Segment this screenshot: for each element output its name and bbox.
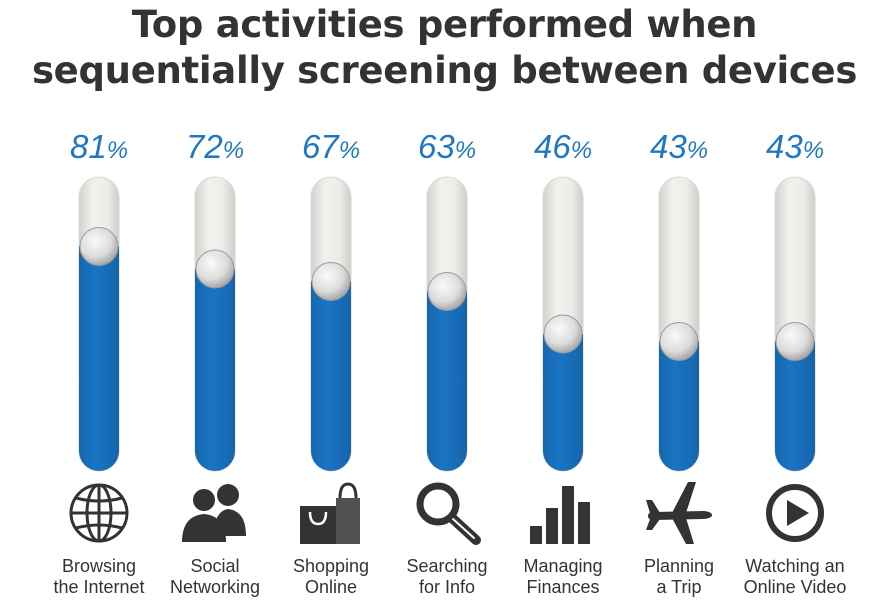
- bar-0: [78, 176, 120, 472]
- bar-knob: [659, 322, 699, 361]
- bar-4: [542, 176, 584, 472]
- category-label-line-1: Searching: [406, 556, 488, 576]
- category-label-6: Watching an Online Video: [735, 556, 855, 598]
- category-label-line-2: for Info: [418, 577, 476, 597]
- bar-fill: [775, 341, 815, 471]
- data-label-5: 43%: [624, 128, 734, 166]
- category-label-line-1: Browsing: [61, 556, 137, 576]
- bar-knob: [427, 272, 467, 311]
- data-label-value: 43: [649, 128, 687, 165]
- data-label-1: 72%: [160, 128, 270, 166]
- category-label-line-1: Watching an: [745, 556, 845, 576]
- category-label-line-2: a Trip: [656, 577, 702, 597]
- bar-knob: [311, 262, 351, 301]
- category-label-5: Planning a Trip: [619, 556, 739, 598]
- data-label-percent-sign: %: [222, 137, 245, 164]
- play-icon: [766, 484, 824, 542]
- category-label-line-1: Managing: [523, 556, 603, 576]
- bar-5: [658, 176, 700, 472]
- bar-3: [426, 176, 468, 472]
- data-label-0: 81%: [44, 128, 154, 166]
- data-label-value: 46: [533, 128, 571, 165]
- bar-fill: [311, 281, 351, 471]
- data-label-value: 81: [69, 128, 107, 165]
- data-label-percent-sign: %: [686, 137, 709, 164]
- category-label-line-2: the Internet: [53, 577, 145, 597]
- bar-knob: [195, 249, 235, 289]
- data-label-percent-sign: %: [570, 137, 593, 164]
- data-label-6: 43%: [740, 128, 850, 166]
- data-label-value: 43: [765, 128, 803, 165]
- data-label-value: 63: [417, 128, 455, 165]
- data-label-percent-sign: %: [338, 137, 361, 164]
- category-label-2: Shopping Online: [271, 556, 391, 598]
- chart-title-line-1: Top activities performed when: [131, 3, 758, 46]
- data-label-3: 63%: [392, 128, 502, 166]
- category-label-3: Searching for Info: [387, 556, 507, 598]
- category-label-line-1: Planning: [643, 556, 715, 576]
- bar-fill: [79, 246, 119, 471]
- data-label-2: 67%: [276, 128, 386, 166]
- bar-fill: [659, 341, 699, 471]
- data-label-value: 72: [185, 128, 223, 165]
- bar-knob: [543, 314, 583, 354]
- category-label-0: Browsing the Internet: [39, 556, 159, 598]
- magnifier-icon: [416, 482, 481, 545]
- chart-title-line-2: sequentially screening between devices: [31, 49, 858, 92]
- bar-knob: [775, 322, 815, 361]
- category-label-4: Managing Finances: [503, 556, 623, 598]
- data-label-value: 67: [301, 128, 339, 165]
- chart-title: Top activities performed when sequential…: [0, 2, 889, 94]
- data-label-4: 46%: [508, 128, 618, 166]
- bar-fill: [195, 269, 235, 471]
- category-label-line-2: Online: [304, 577, 358, 597]
- shopping-bag-icon: [300, 482, 360, 544]
- bar-6: [774, 176, 816, 472]
- people-icon: [182, 484, 246, 542]
- category-label-line-2: Online Video: [743, 577, 847, 597]
- bar-fill: [427, 291, 467, 471]
- data-label-percent-sign: %: [802, 137, 825, 164]
- bar-chart-icon: [530, 486, 590, 544]
- globe-icon: [69, 483, 129, 543]
- category-label-line-2: Finances: [526, 577, 600, 597]
- category-label-line-1: Shopping: [292, 556, 370, 576]
- bar-2: [310, 176, 352, 472]
- bar-fill: [543, 334, 583, 471]
- category-label-line-1: Social: [190, 556, 240, 576]
- bar-knob: [79, 227, 119, 266]
- category-label-line-2: Networking: [169, 577, 261, 597]
- bar-1: [194, 176, 236, 472]
- data-label-percent-sign: %: [106, 137, 129, 164]
- category-label-1: Social Networking: [155, 556, 275, 598]
- data-label-percent-sign: %: [454, 137, 477, 164]
- airplane-icon: [646, 482, 712, 544]
